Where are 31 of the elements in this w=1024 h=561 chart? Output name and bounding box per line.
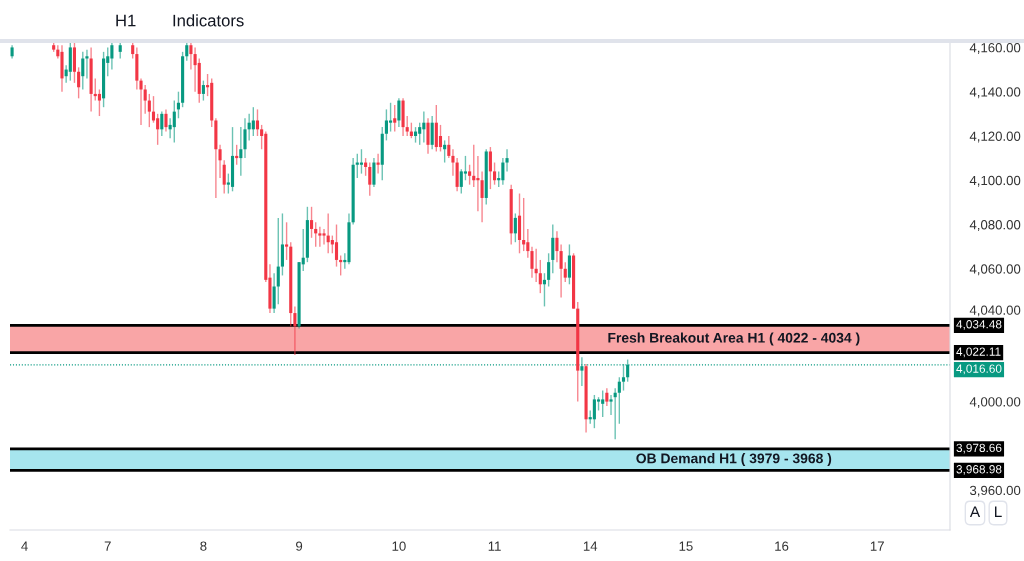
x-tick-label: 9 (296, 541, 303, 551)
x-tick-label: 4 (21, 541, 28, 551)
text: 4,034.48 (956, 320, 1002, 330)
y-tick-label: 4,040.00 (969, 305, 1021, 317)
text: A (969, 506, 981, 517)
x-tick-label: 17 (870, 541, 884, 551)
y-tick-label: 3,960.00 (969, 485, 1021, 497)
y-tick-label: 4,100.00 (969, 175, 1021, 187)
text: 4,022.11 (956, 347, 1001, 358)
text: 3,968.98 (956, 465, 1002, 475)
text: H1 (116, 14, 136, 27)
candlestick (322, 228, 326, 246)
x-tick-label: 15 (679, 541, 693, 551)
y-tick-label: 4,120.00 (969, 131, 1021, 143)
y-tick-label: 4,060.00 (969, 264, 1021, 276)
y-tick-label: 4,080.00 (969, 220, 1021, 231)
band-label: OB Demand H1 ( 3979 - 3968 ) (636, 453, 832, 467)
text: 3,978.66 (956, 443, 1002, 454)
y-tick-label: 4,160.00 (969, 42, 1021, 54)
x-tick-label: 10 (392, 541, 406, 551)
text: Indicators (173, 14, 244, 27)
y-tick-label: 4,140.00 (969, 87, 1021, 99)
x-tick-label: 16 (775, 541, 789, 551)
x-tick-label: 11 (488, 541, 501, 551)
y-tick-label: 4,000.00 (969, 397, 1021, 409)
x-tick-label: 14 (583, 541, 598, 551)
band-label: Fresh Breakout Area H1 ( 4022 - 4034 ) (608, 332, 860, 346)
x-tick-label: 8 (200, 541, 207, 551)
text: L (995, 506, 1002, 517)
ref-line-label: 4,016.60 (956, 364, 1002, 375)
x-tick-label: 7 (104, 541, 111, 551)
